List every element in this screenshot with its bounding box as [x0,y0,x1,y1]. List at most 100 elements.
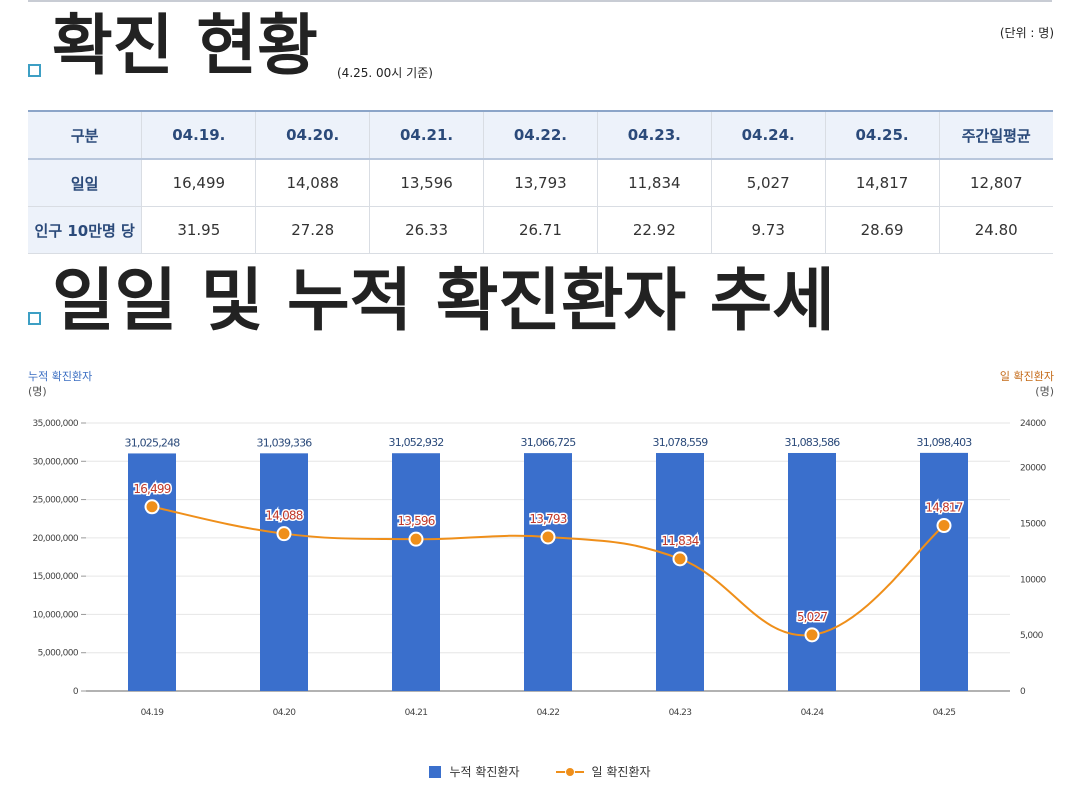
header-cell: 04.23. [596,110,712,160]
bar-cumulative [656,453,704,691]
bar-cumulative [392,453,440,691]
bar-cumulative [524,453,572,691]
daily-value-label: 16,499 [133,482,170,496]
daily-point [672,551,688,567]
header-cell: 04.24. [710,110,826,160]
legend-line-swatch [555,766,584,778]
table-header-row: 구분 04.19. 04.20. 04.21. 04.22. 04.23. 04… [28,110,1053,160]
header-cell: 04.25. [824,110,940,160]
section-bullet-icon [28,312,41,325]
bar-cumulative [128,453,176,691]
daily-point [936,518,952,534]
right-tick-label: 10000 [1020,575,1047,585]
right-tick-label: 5,000 [1020,631,1044,641]
daily-point [804,627,820,643]
table-cell: 26.71 [483,206,598,254]
table-cell: 31.95 [141,206,257,254]
basis-date: (4.25. 00시 기준) [337,66,433,80]
bar-value-label: 31,039,336 [257,436,313,449]
table-cell: 14,088 [255,158,371,207]
legend-line-label: 일 확진환자 [591,765,651,779]
table-cell: 24.80 [938,206,1053,254]
right-tick-label: 15000 [1020,520,1047,530]
left-tick-label: 5,000,000 [38,649,79,659]
right-tick-label: 24000 [1020,419,1047,429]
table-cell: 5,027 [710,158,826,207]
legend-item-bar: 누적 확진환자 [429,763,520,780]
table-cell: 22.92 [596,206,712,254]
unit-label: (단위 : 명) [999,26,1054,40]
table-cell: 12,807 [938,158,1053,207]
table-cell: 16,499 [141,158,257,207]
bar-cumulative [260,453,308,691]
daily-point [540,529,556,545]
right-tick-label: 0 [1020,687,1026,697]
summary-table: 구분 04.19. 04.20. 04.21. 04.22. 04.23. 04… [28,110,1053,254]
x-tick-label: 04.25 [933,708,956,718]
section-bullet-icon [28,64,41,77]
right-axis-unit: (명) [1035,385,1054,398]
table-row: 일일 16,499 14,088 13,596 13,793 11,834 5,… [28,158,1053,207]
daily-point [144,499,160,515]
x-tick-label: 04.20 [273,708,297,718]
bar-cumulative [788,452,836,691]
daily-value-label: 14,088 [265,509,302,523]
bar-value-label: 31,098,403 [917,436,973,449]
daily-point [276,526,292,542]
table-cell: 9.73 [710,206,826,254]
header-cell: 04.21. [369,110,484,160]
bar-value-label: 31,052,932 [389,436,444,449]
bar-value-label: 31,078,559 [653,436,709,449]
left-tick-label: 20,000,000 [32,534,78,544]
header-cell: 04.19. [141,110,257,160]
daily-value-label: 13,596 [397,514,434,528]
table-cell: 13,793 [483,158,598,207]
bar-value-label: 31,083,586 [785,436,841,449]
x-tick-label: 04.22 [537,708,560,718]
right-axis-title-text: 일 확진환자 [999,370,1054,383]
table-cell: 28.69 [824,206,940,254]
table-row: 인구 10만명 당 31.95 27.28 26.33 26.71 22.92 … [28,206,1053,254]
daily-value-label: 14,817 [925,501,962,515]
x-tick-label: 04.23 [669,708,692,718]
left-axis-title-text: 누적 확진환자 [28,370,93,383]
daily-value-label: 11,834 [661,534,698,548]
table-cell: 27.28 [255,206,371,254]
table-cell: 13,596 [369,158,484,207]
legend-bar-label: 누적 확진환자 [449,765,520,779]
bar-value-label: 31,025,248 [125,436,181,449]
left-axis-unit: (명) [28,385,47,398]
x-tick-label: 04.21 [405,708,428,718]
chart-legend: 누적 확진환자 일 확진환자 [0,763,1080,780]
table-cell: 14,817 [824,158,940,207]
daily-point [408,531,424,547]
top-divider [28,0,1052,2]
daily-value-label: 5,027 [797,610,828,624]
combo-chart: 0 5,000,000 10,000,000 15,000,000 20,000,000… [32,419,1047,718]
table-cell: 11,834 [596,158,712,207]
header-cell: 04.22. [483,110,598,160]
left-tick-label: 15,000,000 [32,572,78,582]
row-label: 일일 [28,158,143,207]
legend-item-line: 일 확진환자 [555,763,651,780]
left-axis-title: 누적 확진환자 (명) [28,369,92,399]
header-cell: 주간일평균 [938,110,1053,160]
left-tick-label: 10,000,000 [32,610,78,620]
left-tick-label: 35,000,000 [32,419,78,429]
bar-value-label: 31,066,725 [521,436,577,449]
right-axis-title: 일 확진환자 (명) [1000,369,1054,399]
section-title-status: 확진 현황 [52,7,318,84]
left-tick-label: 30,000,000 [32,457,78,467]
right-tick-label: 20000 [1020,464,1047,474]
header-cell: 구분 [28,110,143,160]
legend-bar-swatch [429,765,442,778]
left-tick-label: 0 [73,687,79,697]
left-tick-label: 25,000,000 [32,496,78,506]
section-title-trend: 일일 및 누적 확진환자 추세 [52,262,835,341]
x-tick-label: 04.24 [801,708,825,718]
row-label: 인구 10만명 당 [28,206,143,254]
bar-cumulative [920,452,968,691]
daily-value-label: 13,793 [529,512,566,526]
x-tick-label: 04.19 [141,708,165,718]
table-cell: 26.33 [369,206,484,254]
